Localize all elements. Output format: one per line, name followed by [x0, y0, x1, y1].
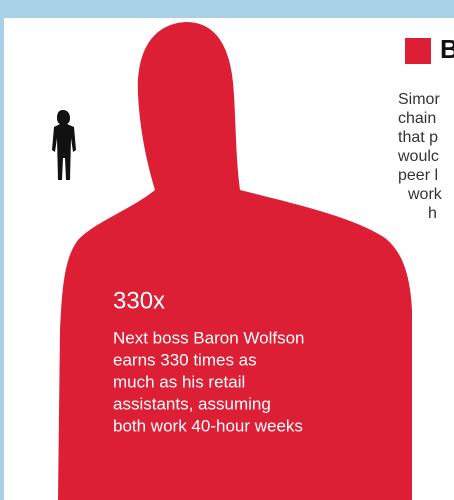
small-silhouette: [52, 110, 76, 180]
infographic: B 330x Next boss Baron Wolfson earns 330 …: [0, 0, 454, 500]
side-text-line: woulc: [397, 148, 439, 165]
side-heading: B: [440, 34, 454, 64]
caption-line: earns 330 times as: [113, 350, 257, 369]
side-text-line: chain: [398, 110, 436, 127]
side-text-line: peer l: [398, 167, 438, 184]
top-band: [0, 0, 454, 18]
stat: 330x: [113, 287, 165, 314]
caption-line: Next boss Baron Wolfson: [113, 328, 305, 347]
side-text-line: h: [428, 205, 437, 222]
caption-line: much as his retail: [113, 372, 245, 391]
heading-marker: [405, 38, 431, 64]
caption-line: assistants, assuming: [113, 394, 271, 413]
side-text-line: that p: [398, 129, 438, 146]
caption-line: both work 40-hour weeks: [113, 416, 303, 435]
side-text-line: Simor: [398, 91, 440, 108]
side-text-line: work: [407, 186, 443, 203]
page: B 330x Next boss Baron Wolfson earns 330 …: [0, 0, 454, 500]
left-border: [0, 0, 4, 500]
